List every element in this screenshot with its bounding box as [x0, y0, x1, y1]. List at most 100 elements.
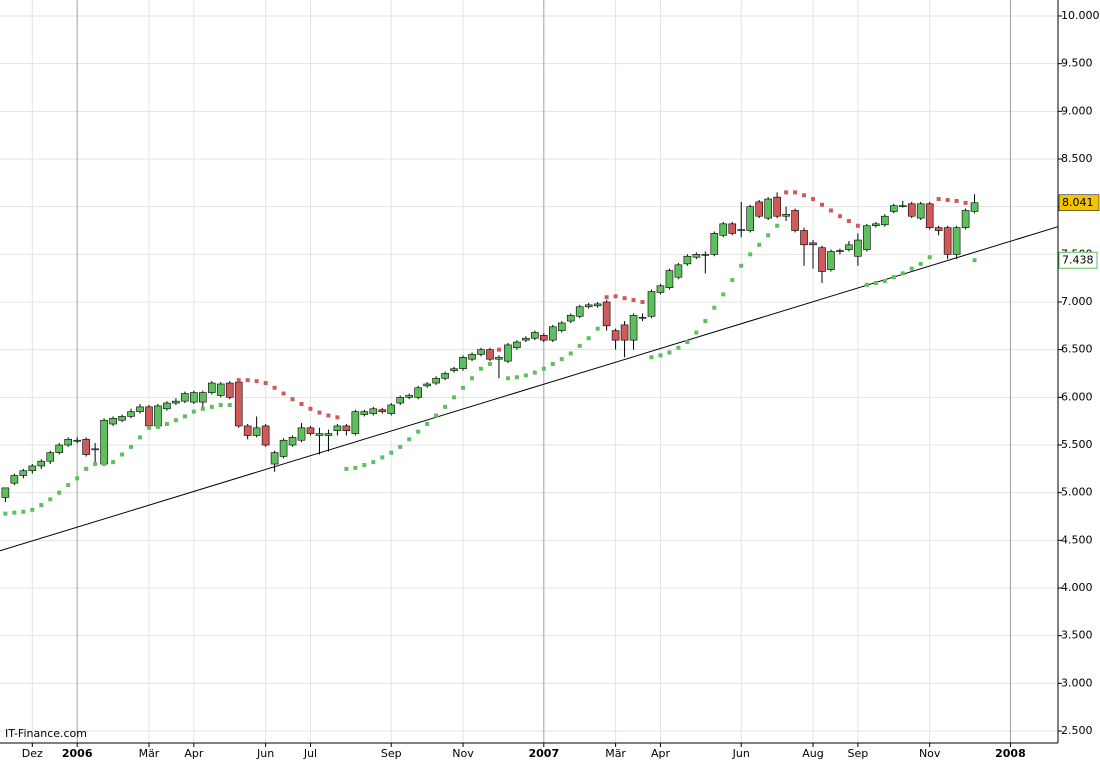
sar-dot [461, 385, 466, 390]
x-tick-label: Mär [605, 747, 626, 760]
x-tick-label: Jun [256, 747, 274, 760]
candle-body [773, 196, 781, 217]
candle-body [827, 251, 835, 270]
candle-body [504, 344, 512, 362]
candle-body [629, 315, 638, 341]
sar-dot [577, 343, 582, 348]
x-tick-label: Nov [919, 747, 941, 760]
sar-dot [209, 404, 214, 409]
sar-dot [523, 373, 528, 378]
sar-dot [811, 197, 816, 202]
sar-dot [514, 375, 519, 380]
candle-body [342, 425, 351, 431]
sar-dot [281, 391, 286, 396]
candle-body [450, 368, 458, 371]
candle-body [423, 383, 431, 387]
sar-dot [111, 460, 116, 465]
candle-body [252, 427, 261, 436]
candle-body [531, 332, 539, 339]
sar-dot [882, 279, 887, 284]
sar-dot [120, 452, 125, 457]
candle-body [405, 395, 414, 398]
x-tick-label: Jul [303, 747, 317, 760]
candle-body [656, 285, 665, 293]
sar-dot [425, 422, 430, 427]
candle-body [522, 337, 530, 341]
candle-body [593, 303, 602, 307]
sar-dot [909, 266, 914, 271]
candle-body [10, 475, 19, 484]
candle-body [181, 393, 189, 402]
candle-body [145, 406, 153, 427]
sar-dot [802, 193, 807, 198]
candle-body [665, 270, 674, 289]
sar-dot [380, 455, 385, 460]
candle-body [216, 383, 225, 396]
candle-body [755, 201, 763, 217]
sar-dot [362, 463, 367, 468]
sar-dot [254, 379, 259, 384]
sar-dot [129, 444, 134, 449]
candle-body [288, 437, 297, 446]
candle-body [477, 349, 485, 355]
sar-dot [963, 200, 968, 205]
sar-dot [873, 280, 878, 285]
candle-body [854, 239, 862, 257]
sar-dot [3, 511, 8, 516]
candle-body [1, 487, 10, 498]
sar-dot [12, 510, 17, 515]
x-tick-label: 2008 [995, 747, 1026, 760]
candle-body [916, 203, 925, 219]
sar-dot [721, 292, 726, 297]
sar-dot [39, 503, 44, 508]
candle-body [584, 304, 593, 308]
candle-body [225, 382, 234, 398]
candle-body [683, 255, 692, 265]
x-tick-label: Jun [732, 747, 750, 760]
sar-dot [936, 197, 941, 202]
sar-dot [452, 395, 457, 400]
candle-body [495, 356, 503, 360]
sar-dot [236, 378, 241, 383]
sar-dot [667, 350, 672, 355]
candle-body [369, 408, 378, 414]
sar-dot [586, 336, 591, 341]
candle-body [764, 198, 772, 219]
sar-dot [757, 242, 762, 247]
sar-dot [416, 429, 421, 434]
candle-body [575, 306, 584, 317]
sar-dot [30, 507, 35, 512]
sar-dot [470, 376, 475, 381]
candle-body [961, 210, 970, 228]
sar-dot [75, 476, 80, 481]
sar-dot [478, 366, 483, 371]
y-tick-label: 5.000 [1061, 486, 1093, 499]
x-tick-label: Apr [184, 747, 204, 760]
sar-dot [21, 509, 26, 514]
sar-dot [407, 437, 412, 442]
candle-body [387, 404, 396, 414]
candle-body [881, 215, 889, 226]
candle-body [55, 444, 64, 453]
candle-body [809, 242, 817, 246]
sar-dot [613, 294, 618, 299]
sar-dot [855, 223, 860, 228]
candle-body [306, 427, 315, 434]
candle-body [19, 470, 28, 476]
candle-body [100, 419, 108, 465]
sar-dot [227, 402, 232, 407]
sar-dot [505, 376, 510, 381]
sar-dot [828, 208, 833, 213]
sar-dot [559, 357, 564, 362]
sar-dot [864, 282, 869, 287]
sar-dot [487, 361, 492, 366]
candle-body [934, 227, 943, 231]
candle-body [333, 425, 342, 431]
sar-dot [766, 233, 771, 238]
sar-dot [57, 490, 62, 495]
candle-body [863, 225, 871, 250]
sar-dot [146, 425, 151, 430]
candle-body [836, 250, 844, 252]
candle-body [297, 427, 306, 441]
